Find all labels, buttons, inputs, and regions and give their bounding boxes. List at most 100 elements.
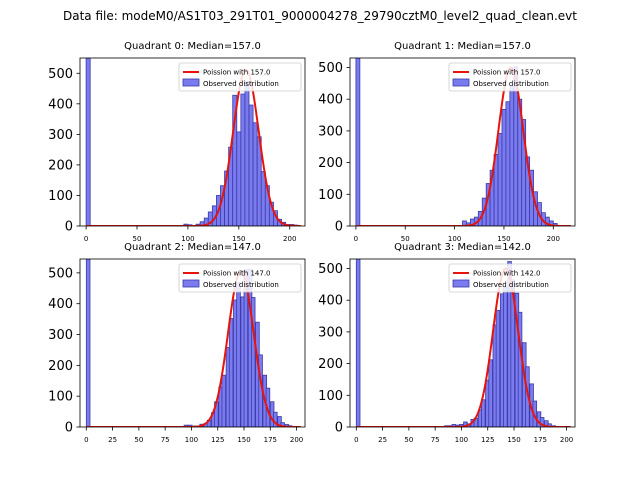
quadrant-3-x-tick-label: 150: [507, 436, 520, 444]
quadrant-3-axes-frame: [349, 258, 576, 428]
quadrant-1-histogram-bar: [497, 133, 503, 226]
quadrant-3-x-tick-label: 100: [455, 436, 468, 444]
quadrant-3-y-tick-label: 100: [318, 389, 343, 404]
quadrant-0-title: Quadrant 0: Median=157.0: [124, 41, 261, 52]
quadrant-2-x-tick-label: 25: [108, 436, 117, 444]
quadrant-1-panel: Quadrant 1: Median=157.0 0 50 100 150 200 0 100…: [318, 41, 576, 243]
quadrant-1-y-tick-label: 200: [318, 156, 343, 171]
quadrant-0-legend: Poission with 157.0 Observed distribution: [178, 62, 302, 92]
quadrant-2-x-tick-label: 50: [134, 436, 143, 444]
quadrant-3-y-tick-label: 400: [318, 294, 343, 309]
legend-poisson-label: Poission with 142.0: [473, 270, 541, 278]
legend-observed-label: Observed distribution: [203, 80, 279, 88]
quadrant-2-y-tick-label: 500: [48, 266, 73, 281]
quadrant-1-x-tick-label: 100: [448, 235, 461, 243]
quadrant-3-histogram-bar: [539, 417, 545, 427]
legend-observed-swatch: [182, 279, 200, 288]
quadrant-0-x-tick-label: 0: [84, 235, 88, 243]
quadrant-2-panel: Quadrant 2: Median=147.0 0 25 50 75 100 125 150…: [48, 242, 306, 444]
quadrant-0-histogram-bar: [236, 131, 242, 226]
quadrant-0-histogram-bar: [244, 81, 250, 226]
quadrant-3-y-tick-label: 200: [318, 357, 343, 372]
quadrant-1-histogram-bar: [501, 108, 507, 226]
quadrant-0-histogram-bar: [260, 171, 266, 226]
legend-observed-label: Observed distribution: [473, 80, 549, 88]
quadrant-0-panel: Quadrant 0: Median=157.0 0 50 100 150 200 0 100…: [48, 41, 306, 243]
quadrant-3-histogram-bar: [355, 259, 361, 427]
quadrant-1-title: Quadrant 1: Median=157.0: [394, 41, 531, 52]
legend-observed-swatch: [182, 78, 200, 87]
quadrant-0-x-tick-label: 150: [232, 235, 245, 243]
quadrant-2-x-tick-label: 125: [211, 436, 224, 444]
legend-box: [448, 263, 572, 293]
legend-poisson-label: Poission with 157.0: [203, 69, 271, 77]
legend-box: [178, 62, 302, 92]
quadrant-0-y-tick-label: 200: [48, 158, 73, 173]
quadrant-3-x-tick-label: 50: [404, 436, 413, 444]
quadrant-2-y-tick-label: 400: [48, 297, 73, 312]
quadrant-2-y-tick-label: 0: [65, 421, 73, 436]
quadrant-2-histogram-bar: [250, 297, 256, 427]
quadrant-1-x-tick-label: 50: [401, 235, 410, 243]
quadrant-3-legend: Poission with 142.0 Observed distribution: [448, 263, 572, 293]
quadrant-2-y-tick-label: 100: [48, 390, 73, 405]
quadrant-2-axes-frame: [79, 258, 306, 428]
quadrant-3-x-tick-label: 0: [354, 436, 358, 444]
quadrant-3-x-tick-label: 25: [378, 436, 387, 444]
legend-observed-label: Observed distribution: [473, 281, 549, 289]
quadrant-3-x-tick-label: 125: [481, 436, 494, 444]
quadrant-3-y-tick-label: 0: [335, 421, 343, 436]
quadrant-0-histogram-bar: [240, 93, 246, 226]
quadrant-3-title: Quadrant 3: Median=142.0: [394, 242, 531, 253]
quadrant-2-legend: Poission with 147.0 Observed distribution: [178, 263, 302, 293]
quadrant-2-y-tick-label: 300: [48, 328, 73, 343]
quadrant-1-histogram-bar: [509, 85, 515, 226]
legend-observed-swatch: [452, 78, 470, 87]
quadrant-1-x-tick-label: 200: [547, 235, 560, 243]
legend-poisson-label: Poission with 157.0: [473, 69, 541, 77]
quadrant-1-legend: Poission with 157.0 Observed distribution: [448, 62, 572, 92]
quadrant-2-y-tick-label: 200: [48, 359, 73, 374]
legend-observed-label: Observed distribution: [203, 281, 279, 289]
quadrant-1-y-tick-label: 0: [335, 220, 343, 235]
quadrant-2-x-tick-label: 0: [84, 436, 88, 444]
quadrant-3-histogram-bar: [488, 359, 493, 427]
quadrant-2-x-tick-label: 200: [290, 436, 303, 444]
quadrant-0-y-tick-label: 300: [48, 128, 73, 143]
quadrant-2-histogram-bar: [228, 318, 234, 427]
legend-observed-swatch: [452, 279, 470, 288]
quadrant-3-panel: Quadrant 3: Median=142.0 0 25 50 75 100 125 150…: [318, 242, 576, 444]
quadrant-3-y-tick-label: 300: [318, 325, 343, 340]
quadrant-2-histogram-bar: [85, 259, 91, 427]
quadrant-2-x-tick-label: 175: [264, 436, 277, 444]
quadrant-3-x-tick-label: 200: [560, 436, 573, 444]
quadrant-1-histogram-bar: [505, 101, 511, 226]
quadrant-0-histogram-bar: [248, 104, 254, 226]
quadrant-3-histogram-bar: [517, 311, 523, 427]
quadrant-1-y-tick-label: 300: [318, 124, 343, 139]
quadrant-0-x-tick-label: 50: [133, 235, 142, 243]
quadrant-2-x-tick-label: 75: [161, 436, 170, 444]
quadrant-0-y-tick-label: 400: [48, 97, 73, 112]
quadrant-0-x-tick-label: 200: [283, 235, 296, 243]
figure-suptitle: Data file: modeM0/AS1T03_291T01_90000042…: [63, 9, 577, 23]
quadrant-0-x-tick-label: 100: [181, 235, 194, 243]
quadrant-0-histogram-bar: [252, 122, 258, 226]
quadrant-0-y-tick-label: 0: [65, 220, 73, 235]
quadrant-2-title: Quadrant 2: Median=147.0: [124, 242, 261, 253]
quadrant-1-axes-frame: [349, 57, 576, 227]
quadrant-1-x-tick-label: 150: [497, 235, 510, 243]
quadrant-2-x-tick-label: 150: [237, 436, 250, 444]
quadrant-0-y-tick-label: 500: [48, 67, 73, 82]
quadrant-3-x-tick-label: 175: [534, 436, 547, 444]
quadrant-1-histogram-bar: [355, 58, 361, 226]
quadrant-3-poisson-curve: [356, 267, 571, 427]
quadrant-3-histogram-bar: [503, 287, 508, 427]
quadrant-2-histogram-bar: [236, 281, 241, 427]
quadrant-3-histogram-bar: [481, 399, 486, 427]
quadrant-3-x-tick-label: 75: [431, 436, 440, 444]
quadrant-1-y-tick-label: 100: [318, 188, 343, 203]
quadrant-1-y-tick-label: 500: [318, 61, 343, 76]
